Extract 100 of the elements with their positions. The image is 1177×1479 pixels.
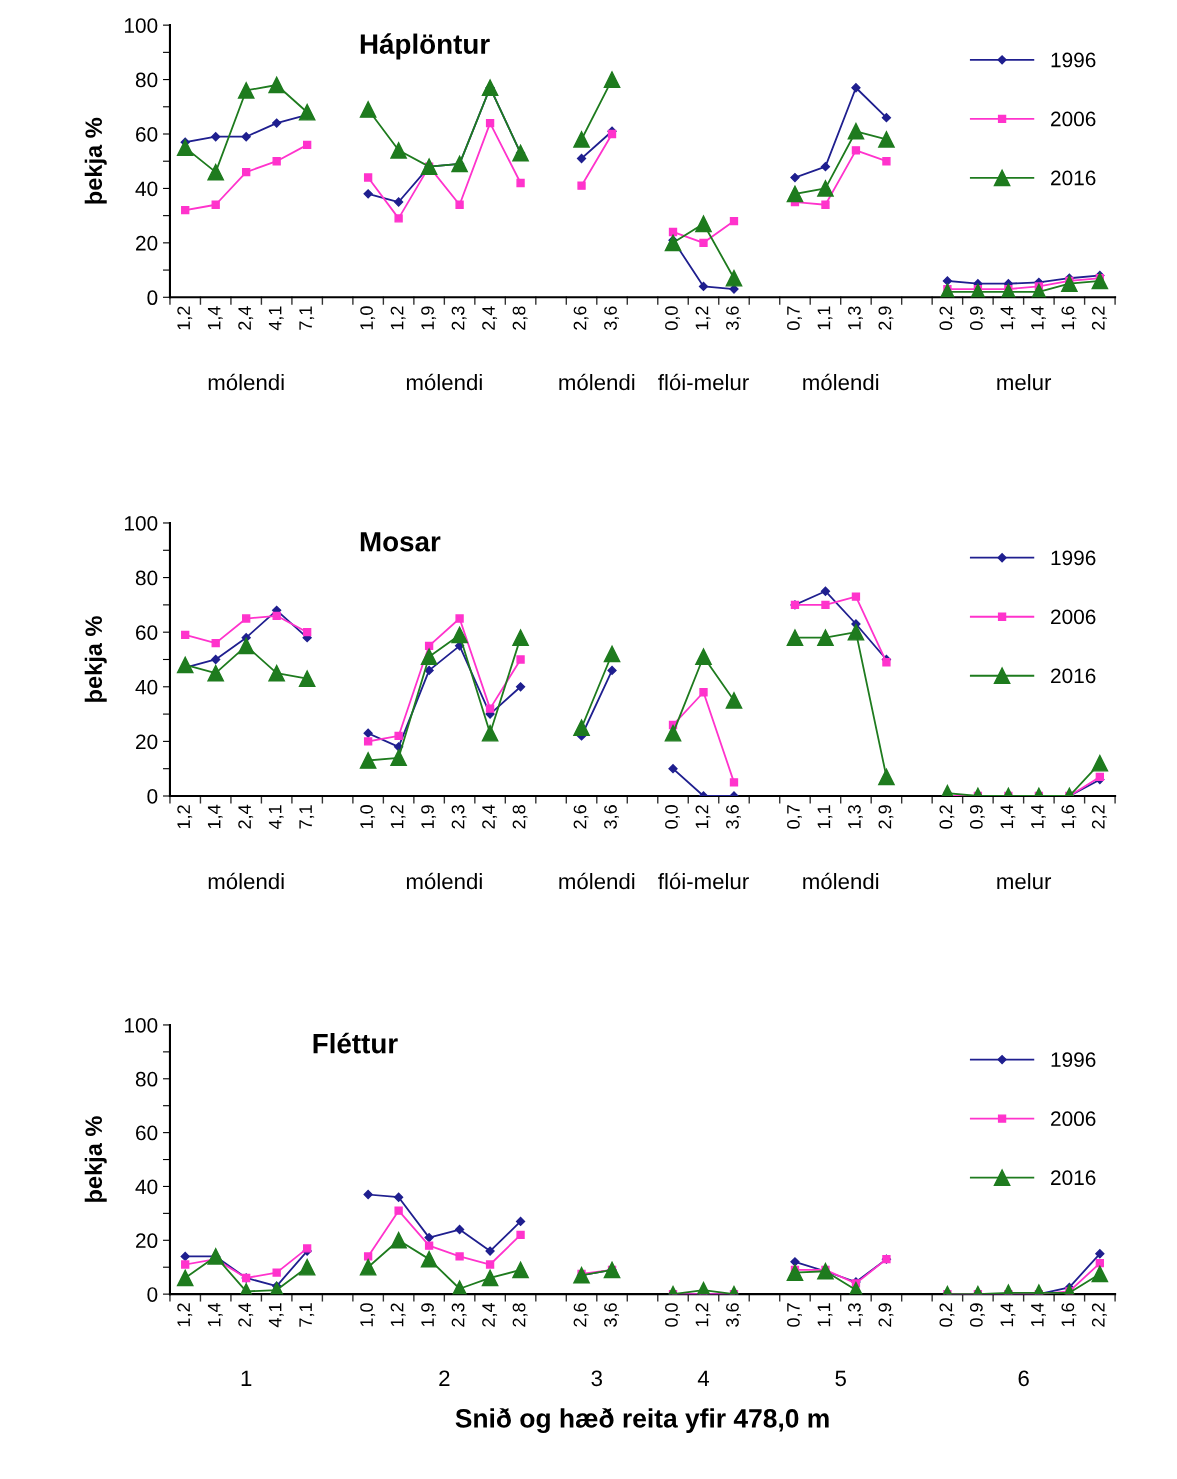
legend-label: 2016	[1051, 668, 1096, 684]
x-tick-label: 0,7	[787, 1303, 802, 1327]
x-tick-label: 4,1	[268, 306, 284, 331]
text: 6	[1018, 1370, 1029, 1387]
x-tick-label: 2,9	[878, 306, 894, 330]
legend-label: 2016	[1051, 170, 1096, 186]
x-tick-label: 2,3	[451, 1303, 467, 1327]
text: mólendi	[803, 872, 879, 890]
x-tick-label: 2,6	[573, 805, 589, 829]
x-tick-label: 0,2	[939, 805, 955, 829]
x-tick-label: 2,2	[1091, 306, 1107, 330]
x-tick-label: 2,3	[451, 306, 467, 330]
x-tick-label: 2,8	[512, 306, 528, 330]
text: 2	[439, 1370, 450, 1387]
x-tick-label: 4,1	[268, 1303, 284, 1328]
x-tick-label: 0,2	[939, 1303, 955, 1327]
chart-title: Mosar	[360, 532, 441, 552]
x-tick-label: 1,3	[848, 1303, 863, 1327]
y-tick-label: 20	[136, 235, 158, 251]
legend-label: 1996	[1051, 550, 1096, 566]
text: mólendi	[559, 373, 635, 391]
x-tick-label: 3,6	[604, 1303, 620, 1327]
x-tick-label: 7,1	[299, 1303, 315, 1327]
y-tick-label: 80	[135, 570, 158, 586]
y-tick-label: 40	[135, 1179, 158, 1195]
x-tick-label: 1,9	[421, 306, 437, 330]
x-tick-label: 0,9	[969, 306, 985, 330]
text: 1	[241, 1370, 252, 1387]
chart-title: Fléttur	[313, 1032, 398, 1054]
legend-label: 2006	[1051, 1111, 1096, 1127]
x-axis-title: Snið og hæð reita yfir 478,0 m	[455, 1408, 829, 1434]
x-tick-label: 1,4	[1031, 1302, 1046, 1327]
x-tick-label: 1,4	[207, 1302, 223, 1327]
text: mólendi	[208, 373, 284, 391]
x-tick-label: 2,4	[238, 306, 254, 330]
x-tick-label: 1,4	[1031, 306, 1046, 330]
x-tick-label: 3,6	[604, 306, 620, 331]
x-tick-label: 1,4	[1031, 804, 1046, 829]
x-tick-label: 1,6	[1061, 306, 1077, 330]
y-tick-label: 20	[136, 734, 158, 750]
x-tick-label: 4,1	[268, 805, 284, 830]
x-tick-label: 1,6	[1061, 805, 1077, 829]
text: mólendi	[208, 872, 284, 890]
x-tick-label: 1,2	[177, 805, 193, 829]
x-tick-label: 1,2	[390, 306, 406, 330]
y-tick-label: 60	[136, 625, 158, 640]
x-tick-label: 0,7	[787, 306, 802, 330]
x-tick-label: 0,9	[969, 1303, 985, 1327]
y-axis-title: þekja %	[84, 616, 107, 702]
x-tick-label: 0,0	[665, 805, 680, 829]
text: mólendi	[406, 373, 482, 391]
y-tick-label: 20	[136, 1233, 158, 1249]
x-tick-label: 1,2	[390, 805, 406, 829]
y-tick-label: 0	[147, 789, 158, 804]
y-tick-label: 100	[124, 18, 158, 33]
legend-label: 1996	[1051, 52, 1096, 68]
x-tick-label: 2,4	[482, 306, 498, 330]
x-tick-label: 7,1	[299, 306, 315, 330]
y-tick-label: 100	[124, 515, 158, 531]
x-tick-label: 3,6	[726, 306, 741, 331]
x-tick-label: 2,9	[878, 1303, 894, 1327]
x-tick-label: 2,9	[878, 805, 894, 829]
y-tick-label: 40	[135, 679, 158, 695]
legend-label: 2006	[1051, 609, 1096, 625]
x-tick-label: 1,9	[421, 1303, 437, 1327]
x-tick-label: 1,1	[817, 1303, 833, 1327]
y-axis-title: þekja %	[84, 1116, 107, 1202]
x-tick-label: 1,4	[1000, 1302, 1016, 1327]
y-axis-title: þekja %	[84, 117, 107, 204]
legend-label: 2006	[1051, 111, 1096, 127]
y-tick-label: 80	[135, 72, 158, 88]
x-tick-label: 2,8	[512, 1303, 528, 1327]
x-tick-label: 3,6	[726, 805, 741, 829]
x-tick-label: 2,2	[1091, 805, 1107, 829]
x-tick-label: 7,1	[299, 805, 315, 829]
legend-label: 1996	[1051, 1052, 1096, 1068]
text: 5	[835, 1370, 846, 1387]
x-tick-label: 1,0	[360, 306, 376, 330]
x-tick-label: 1,0	[360, 1303, 376, 1327]
x-tick-label: 1,0	[360, 805, 376, 829]
x-tick-label: 3,6	[604, 805, 620, 829]
x-tick-label: 1,2	[390, 1303, 406, 1327]
legend-label: 2016	[1051, 1170, 1096, 1186]
x-tick-label: 1,6	[1061, 1303, 1077, 1327]
x-tick-label: 1,9	[421, 805, 437, 829]
x-tick-label: 1,3	[848, 306, 863, 330]
x-tick-label: 2,6	[573, 306, 589, 330]
y-tick-label: 40	[135, 181, 158, 197]
x-tick-label: 0,2	[939, 306, 955, 330]
text: flói-melur	[658, 872, 749, 890]
x-tick-label: 2,2	[1091, 1303, 1107, 1327]
y-tick-label: 100	[124, 1017, 158, 1033]
x-tick-label: 1,2	[695, 1303, 711, 1327]
text: 3	[591, 1370, 602, 1387]
x-tick-label: 3,6	[726, 1303, 741, 1327]
text: 4	[697, 1370, 710, 1387]
text: mólendi	[803, 373, 879, 391]
text: flói-melur	[658, 373, 749, 391]
x-tick-label: 1,4	[207, 804, 223, 829]
x-tick-label: 1,4	[1000, 804, 1016, 829]
